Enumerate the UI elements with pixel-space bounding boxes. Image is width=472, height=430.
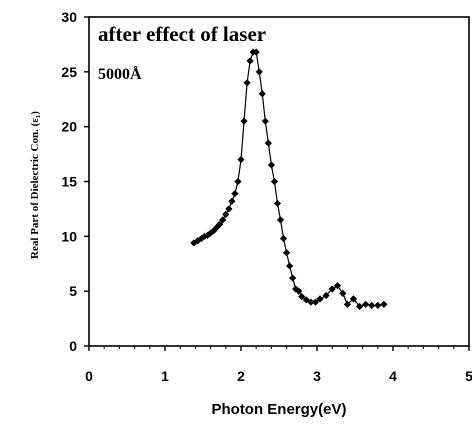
data-point	[368, 301, 376, 310]
data-point	[261, 117, 269, 125]
series-markers	[190, 48, 388, 311]
y-tick-label: 15	[61, 174, 77, 190]
data-point	[222, 210, 230, 218]
y-tick-label: 5	[69, 283, 77, 299]
data-point	[246, 57, 254, 65]
data-point	[349, 295, 358, 303]
y-tick-label: 25	[61, 64, 77, 80]
data-point	[255, 68, 263, 76]
data-point	[276, 216, 285, 224]
x-tick-label: 3	[313, 368, 321, 384]
data-point	[295, 287, 303, 295]
data-point	[258, 90, 266, 98]
data-point	[362, 300, 370, 308]
annotation-thickness: 5000Å	[98, 65, 142, 83]
data-point	[343, 300, 351, 308]
annotation-title: after effect of laser	[98, 22, 266, 46]
data-point	[243, 79, 251, 87]
x-tick-label: 4	[389, 368, 397, 384]
data-point	[228, 197, 236, 205]
axis-ticks	[84, 16, 470, 351]
data-point	[279, 234, 288, 243]
y-tick-label: 10	[61, 228, 77, 244]
x-tick-label: 2	[237, 368, 245, 384]
x-tick-label: 0	[85, 368, 93, 384]
plot-frame	[88, 16, 470, 347]
y-tick-label: 0	[69, 338, 77, 354]
x-tick-labels: 0 1 2 3 4 5	[85, 368, 472, 384]
data-point	[307, 298, 315, 306]
data-point	[380, 300, 388, 308]
data-point	[355, 302, 364, 311]
data-point	[289, 274, 297, 282]
data-point	[311, 298, 320, 306]
data-point	[316, 295, 324, 303]
y-tick-label: 30	[61, 9, 77, 25]
data-point	[286, 262, 294, 270]
y-axis-title: Real Part of Dielectric Con. (ε₁)	[29, 111, 41, 259]
data-point	[219, 216, 227, 224]
data-point	[252, 48, 260, 56]
data-point	[225, 205, 233, 213]
data-point	[298, 293, 306, 301]
data-point	[374, 301, 382, 310]
data-point	[234, 177, 242, 186]
data-point	[339, 289, 347, 297]
data-point	[283, 249, 291, 257]
data-point	[273, 199, 282, 208]
x-axis-title: Photon Energy(eV)	[211, 401, 346, 418]
y-tick-label: 20	[61, 119, 77, 135]
data-point	[333, 282, 342, 290]
data-point	[264, 139, 272, 147]
data-point	[240, 117, 248, 125]
data-point	[328, 285, 336, 293]
y-tick-labels: 0 5 10 15 20 25 30	[61, 9, 77, 354]
data-point	[322, 291, 330, 300]
data-point	[231, 189, 239, 198]
data-point	[267, 161, 275, 169]
x-tick-label: 1	[161, 368, 169, 384]
x-tick-label: 5	[465, 368, 472, 384]
data-point	[216, 220, 224, 228]
data-point	[237, 155, 245, 164]
data-point	[270, 177, 279, 186]
